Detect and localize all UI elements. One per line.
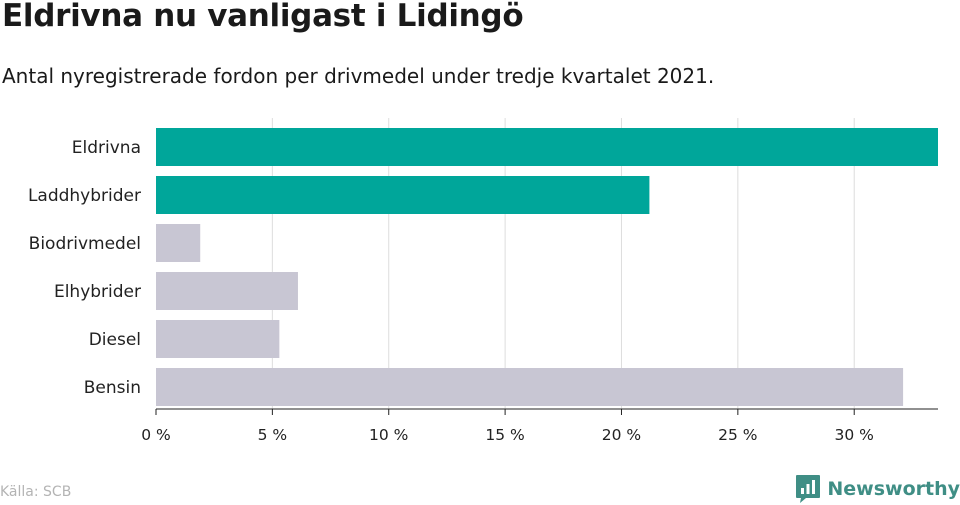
bar-chart: Eldrivna Laddhybrider Biodrivmedel Elhybrid… bbox=[28, 118, 938, 444]
bar-laddhybrider bbox=[156, 176, 650, 214]
bar-eldrivna bbox=[156, 128, 938, 166]
x-tick-label: 25 % bbox=[718, 426, 757, 444]
category-label: Diesel bbox=[89, 330, 141, 350]
x-tick-label: 20 % bbox=[602, 426, 641, 444]
chart-title: Eldrivna nu vanligast i Lidingö bbox=[2, 0, 524, 34]
bar-biodrivmedel bbox=[156, 224, 201, 262]
x-tick-label: 30 % bbox=[835, 426, 874, 444]
category-label: Bensin bbox=[84, 378, 141, 398]
x-tick-label: 5 % bbox=[258, 426, 288, 444]
bar-diesel bbox=[156, 320, 280, 358]
bar-elhybrider bbox=[156, 272, 298, 310]
bar-bensin bbox=[156, 368, 904, 406]
source-label: Källa: SCB bbox=[0, 484, 72, 500]
x-tick-label: 0 % bbox=[141, 426, 171, 444]
chart-subtitle: Antal nyregistrerade fordon per drivmede… bbox=[2, 64, 715, 88]
x-tick-label: 10 % bbox=[369, 426, 408, 444]
brand-logo[interactable]: Newsworthy bbox=[795, 474, 960, 504]
category-label: Biodrivmedel bbox=[29, 234, 141, 254]
category-label: Elhybrider bbox=[54, 282, 141, 302]
brand-name: Newsworthy bbox=[827, 478, 960, 500]
x-tick-label: 15 % bbox=[485, 426, 524, 444]
category-label: Laddhybrider bbox=[28, 186, 141, 206]
category-label: Eldrivna bbox=[72, 138, 141, 158]
bar-chart-speech-bubble-icon bbox=[796, 475, 821, 503]
